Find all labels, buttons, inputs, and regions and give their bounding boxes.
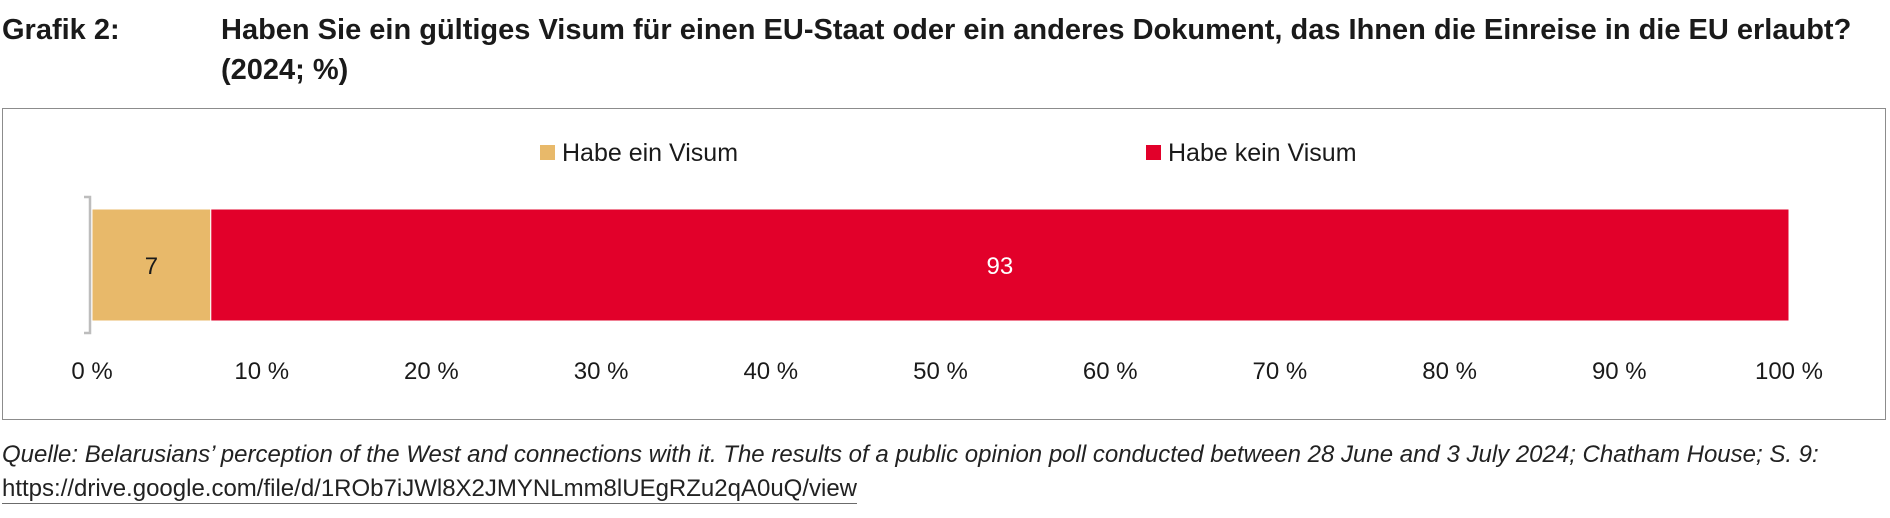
legend-swatch (1146, 145, 1161, 160)
x-tick-label: 10 % (234, 358, 289, 385)
x-tick-label: 100 % (1755, 358, 1823, 385)
x-tick-label: 80 % (1422, 358, 1477, 385)
x-tick-label: 20 % (404, 358, 459, 385)
legend-item-1: Habe ein Visum (540, 139, 738, 167)
source-text: Quelle: Belarusians’ perception of the W… (2, 441, 1819, 468)
y-axis-bracket (84, 195, 92, 335)
data-label-2: 93 (987, 253, 1014, 280)
x-tick-label: 50 % (913, 358, 968, 385)
x-tick-label: 30 % (574, 358, 629, 385)
y-axis-line (84, 195, 92, 335)
bar-segment-1 (91, 208, 212, 322)
x-tick-label: 0 % (71, 358, 112, 385)
source-citation: Quelle: Belarusians’ perception of the W… (2, 438, 1888, 506)
x-tick-label: 40 % (743, 358, 798, 385)
bar-segment-2 (210, 208, 1790, 322)
x-axis-tick-labels: 0 % 10 % 20 % 30 % 40 % 50 % 60 % 70 % 80 % 90 % 1… (71, 358, 1823, 385)
bar-segments (91, 208, 1790, 322)
legend-swatch (540, 145, 555, 160)
source-link[interactable]: https://drive.google.com/file/d/1ROb7iJW… (2, 475, 858, 504)
data-labels: 7 93 (145, 253, 1014, 280)
chart-figure-label: Grafik 2: (2, 14, 120, 46)
stacked-bar-chart: Habe ein Visum Habe kein Visum 7 93 0 % 10 … (71, 139, 1823, 385)
x-tick-label: 60 % (1083, 358, 1138, 385)
legend-label: Habe ein Visum (562, 139, 738, 167)
chart-frame: Habe ein Visum Habe kein Visum 7 93 0 % 10 … (2, 108, 1886, 420)
legend-item-2: Habe kein Visum (1146, 139, 1357, 167)
legend-label: Habe kein Visum (1168, 139, 1357, 167)
x-tick-label: 70 % (1253, 358, 1308, 385)
x-tick-label: 90 % (1592, 358, 1647, 385)
chart-title: Haben Sie ein gültiges Visum für einen E… (221, 14, 1852, 86)
data-label-1: 7 (145, 253, 158, 280)
chart-legend: Habe ein Visum Habe kein Visum (540, 139, 1357, 167)
